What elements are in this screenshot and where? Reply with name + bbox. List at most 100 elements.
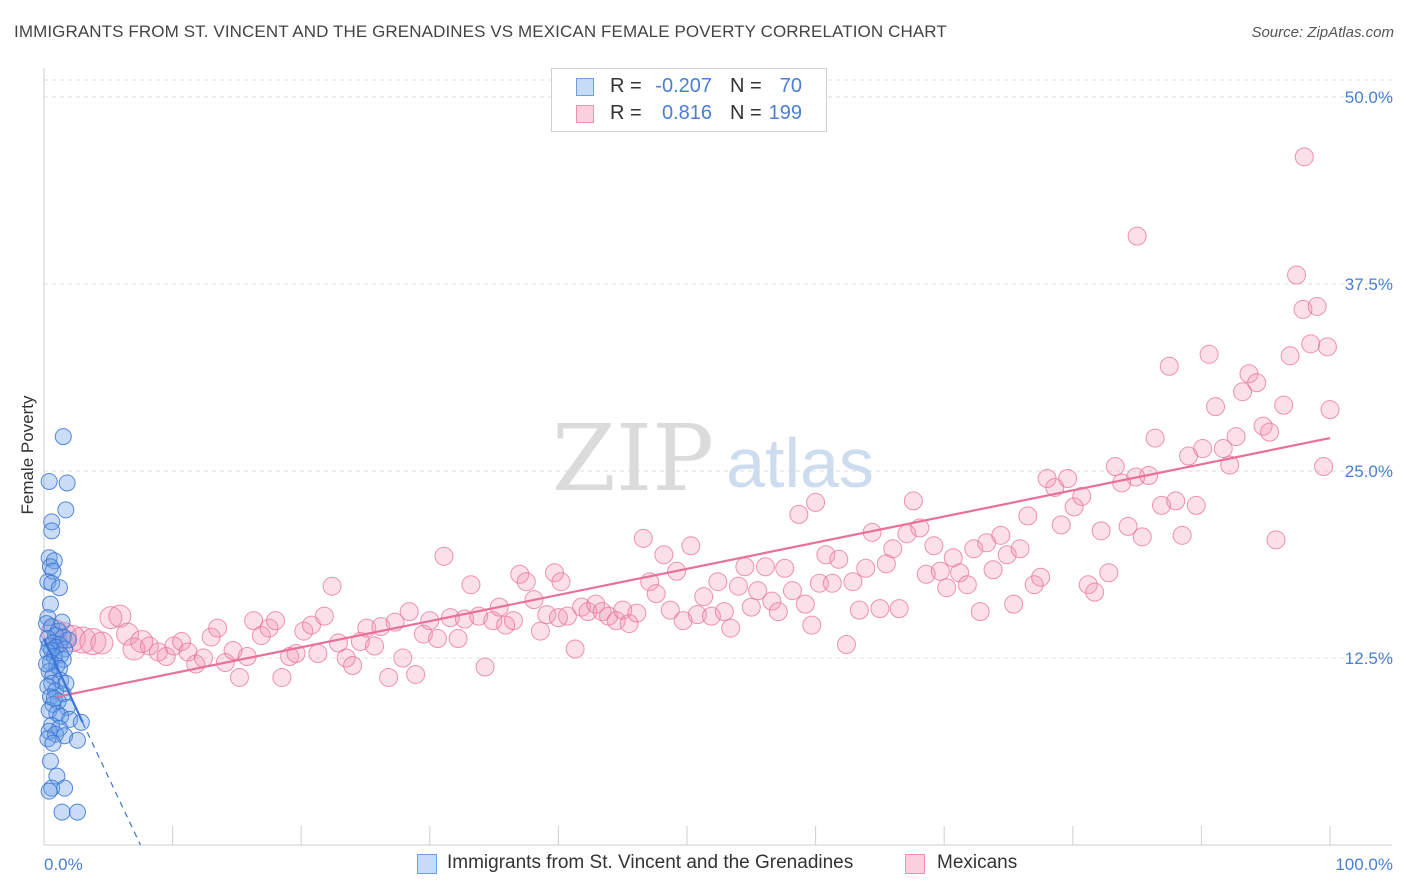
mexicans-point — [1314, 457, 1334, 477]
mexicans-point — [244, 611, 264, 631]
n-value: 199 — [768, 102, 802, 124]
mexicans-point — [762, 591, 782, 611]
axes — [43, 68, 1392, 846]
mexicans-point — [510, 564, 530, 584]
mexicans-point — [1159, 356, 1179, 376]
mexicans-point — [1058, 468, 1078, 488]
mexicans-point — [516, 572, 536, 592]
mexicans-point — [1105, 457, 1125, 477]
mexicans-point — [336, 648, 356, 668]
mexicans-point — [1280, 346, 1300, 366]
mexicans-point — [1085, 582, 1105, 602]
mexicans-point — [578, 602, 598, 622]
legend-label: Mexicans — [937, 852, 1018, 873]
mexicans-point — [172, 632, 192, 652]
r-value: 0.816 — [661, 102, 712, 124]
y-tick-label: 25.0% — [1345, 462, 1393, 481]
legend-row-immigrants: R = -0.207 N = 70 — [552, 75, 826, 101]
immigrants-point — [68, 803, 86, 821]
immigrants-point — [43, 522, 61, 540]
immigrants-point — [40, 472, 58, 490]
mexicans-point — [99, 606, 123, 630]
immigrants-point — [50, 579, 68, 597]
mexicans-point — [735, 557, 755, 577]
mexicans-point — [116, 622, 140, 646]
immigrants-point — [43, 513, 61, 531]
mexicans-point — [870, 599, 890, 619]
mexicans-point — [365, 636, 385, 656]
immigrants-point — [41, 595, 59, 613]
mexicans-point — [1301, 334, 1321, 354]
mexicans-point — [1152, 495, 1172, 515]
source-label: Source: ZipAtlas.com — [1251, 24, 1394, 41]
mexicans-point — [741, 597, 761, 617]
mexicans-point — [193, 648, 213, 668]
mexicans-point — [223, 641, 243, 661]
immigrants-point — [57, 501, 75, 519]
mexicans-point — [314, 606, 334, 626]
mexicans-point — [1132, 527, 1152, 547]
watermark: ZIP atlas — [552, 405, 874, 512]
r-label: R = — [610, 102, 642, 124]
mexicans-point — [1247, 373, 1267, 393]
mexicans-point — [721, 618, 741, 638]
mexicans-point — [802, 615, 822, 635]
mexicans-point — [551, 572, 571, 592]
mexicans-point — [1307, 296, 1327, 316]
mexicans-point — [1320, 400, 1340, 420]
mexicans-point — [1317, 337, 1337, 357]
mexicans-point — [829, 549, 849, 569]
y-tick-label: 12.5% — [1345, 649, 1393, 668]
blue-swatch — [576, 78, 594, 96]
mexicans-point — [1051, 515, 1071, 535]
mexicans-point — [79, 628, 107, 656]
mexicans-point — [708, 572, 728, 592]
immigrants-point — [53, 803, 71, 821]
trend-lines — [43, 437, 1331, 846]
mexicans-point — [728, 576, 748, 596]
mexicans-point — [343, 655, 363, 675]
mexicans-point — [836, 635, 856, 655]
immigrants-point — [53, 613, 71, 631]
n-label: N = — [730, 75, 762, 97]
immigrants-point — [45, 689, 63, 707]
mexicans-point — [208, 618, 228, 638]
mexicans-point — [1206, 397, 1226, 417]
mexicans-point — [795, 594, 815, 614]
mexicans-point — [1018, 506, 1038, 526]
mexicans-point — [475, 657, 495, 677]
mexicans-point — [1024, 575, 1044, 595]
mexicans-point — [1274, 395, 1294, 415]
mexicans-point — [1199, 344, 1219, 364]
mexicans-point — [687, 605, 707, 625]
mexicans-point — [970, 602, 990, 622]
mexicans-point — [789, 504, 809, 524]
mexicans-point — [1118, 516, 1138, 536]
mexicans-point — [950, 563, 970, 583]
mexicans-point — [251, 626, 271, 646]
watermark-atlas: atlas — [726, 424, 874, 502]
pink-swatch — [576, 105, 594, 123]
mexicans-point — [883, 539, 903, 559]
mexicans-point — [1213, 439, 1233, 459]
y-tick-label: 50.0% — [1345, 88, 1393, 107]
mexicans-point — [1064, 497, 1084, 517]
mexicans-point — [1078, 575, 1098, 595]
mexicans-point — [108, 604, 132, 628]
legend-row-mexicans: R = 0.816 N = 199 — [552, 102, 826, 128]
mexicans-point — [461, 575, 481, 595]
mexicans-point — [537, 605, 557, 625]
tick-labels: 12.5% 25.0% 37.5% 50.0% 0.0% 100.0% — [44, 88, 1393, 874]
mexicans-point — [654, 545, 674, 565]
mexicans-point — [1186, 495, 1206, 515]
gridlines — [44, 79, 1392, 659]
watermark-zip: ZIP — [552, 405, 714, 512]
immigrants-trend-line — [43, 638, 84, 723]
mexicans-point — [272, 667, 292, 687]
mexicans-point — [997, 545, 1017, 565]
mexicans-point — [586, 594, 606, 614]
mexicans-point — [660, 600, 680, 620]
mexicans-point — [428, 629, 448, 649]
mexicans-point — [399, 602, 419, 622]
